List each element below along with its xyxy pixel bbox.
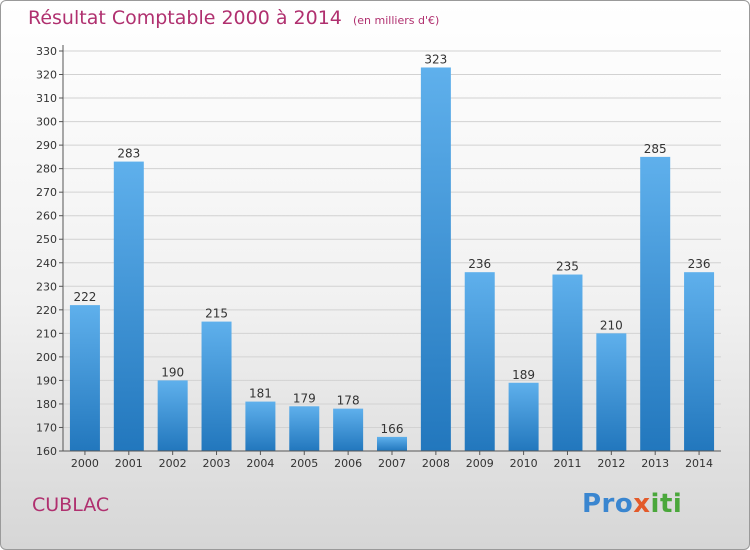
data-label: 181 <box>249 387 272 401</box>
x-tick-label: 2005 <box>290 457 318 470</box>
bar <box>552 274 583 451</box>
y-tick-label: 210 <box>36 327 57 340</box>
x-tick-label: 2006 <box>334 457 362 470</box>
bar <box>113 161 144 451</box>
logo-part-2: x <box>633 489 651 519</box>
bar <box>596 333 627 451</box>
y-tick-label: 310 <box>36 92 57 105</box>
x-tick-label: 2009 <box>466 457 494 470</box>
place-name: CUBLAC <box>32 494 110 516</box>
y-tick-label: 270 <box>36 186 57 199</box>
bar <box>333 408 364 451</box>
y-tick-label: 200 <box>36 351 57 364</box>
y-tick-label: 230 <box>36 280 57 293</box>
x-tick-label: 2014 <box>685 457 713 470</box>
chart-subtitle: (en milliers d'€) <box>352 14 440 27</box>
data-label: 235 <box>556 260 579 274</box>
bar <box>201 321 232 451</box>
data-labels: 222 283 190 215 181 179 178 166 323 236 189 235 210 2… <box>73 52 710 435</box>
data-label: 190 <box>161 365 184 379</box>
x-axis-ticks: 2000 2001 2002 2003 2004 2005 2006 2007 2008 2009… <box>71 451 713 470</box>
bar <box>377 436 407 451</box>
y-tick-label: 160 <box>36 445 57 458</box>
data-label: 179 <box>293 391 316 405</box>
bar <box>640 156 671 451</box>
y-tick-label: 320 <box>36 69 57 82</box>
logo-part-1: Pro <box>582 489 634 519</box>
y-tick-label: 290 <box>36 139 57 152</box>
y-tick-label: 220 <box>36 304 57 317</box>
data-label: 285 <box>644 142 667 156</box>
bar <box>157 380 188 451</box>
x-tick-label: 2008 <box>422 457 450 470</box>
y-tick-label: 240 <box>36 257 57 270</box>
bar <box>289 406 320 451</box>
y-tick-label: 260 <box>36 210 57 223</box>
chart-title: Résultat Comptable 2000 à 2014 (en milli… <box>28 7 439 29</box>
x-tick-label: 2004 <box>246 457 274 470</box>
y-tick-label: 190 <box>36 374 57 387</box>
data-label: 178 <box>337 394 360 408</box>
data-label: 236 <box>688 257 711 271</box>
logo-part-3: iti <box>650 489 683 519</box>
x-tick-label: 2000 <box>71 457 99 470</box>
x-tick-label: 2011 <box>553 457 581 470</box>
y-tick-label: 330 <box>36 45 57 58</box>
data-label: 166 <box>381 422 404 436</box>
x-tick-label: 2002 <box>159 457 187 470</box>
y-axis-ticks: 160 170 180 190 200 210 220 230 240 250 260 270 280 2… <box>36 45 63 458</box>
data-label: 222 <box>73 290 96 304</box>
data-label: 210 <box>600 318 623 332</box>
data-label: 215 <box>205 307 228 321</box>
x-tick-label: 2012 <box>597 457 625 470</box>
bar <box>684 272 715 451</box>
chart-title-main: Résultat Comptable 2000 à 2014 <box>28 7 342 29</box>
bar <box>464 272 495 451</box>
y-tick-label: 280 <box>36 163 57 176</box>
bar <box>508 382 539 451</box>
proxiti-logo: Proxiti <box>582 489 682 519</box>
bar <box>420 67 451 452</box>
data-label: 283 <box>117 147 140 161</box>
x-tick-label: 2001 <box>115 457 143 470</box>
data-label: 236 <box>468 257 491 271</box>
y-tick-label: 180 <box>36 398 57 411</box>
x-tick-label: 2010 <box>510 457 538 470</box>
y-tick-label: 250 <box>36 233 57 246</box>
x-tick-label: 2007 <box>378 457 406 470</box>
x-tick-label: 2003 <box>203 457 231 470</box>
y-tick-label: 170 <box>36 421 57 434</box>
bar <box>69 305 100 451</box>
bars <box>69 67 715 452</box>
data-label: 189 <box>512 368 535 382</box>
axes <box>62 45 721 452</box>
x-tick-label: 2013 <box>641 457 669 470</box>
y-tick-label: 300 <box>36 116 57 129</box>
bar <box>245 401 276 451</box>
data-label: 323 <box>424 52 447 66</box>
